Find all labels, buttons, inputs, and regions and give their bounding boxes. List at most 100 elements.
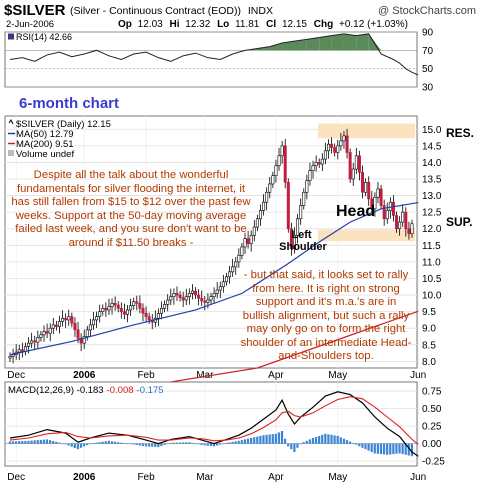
macd-histogram-bar: [89, 443, 92, 445]
price-tick-label: 8.5: [422, 340, 436, 351]
candle-body: [85, 329, 89, 337]
macd-signal-line: [9, 396, 419, 445]
legend-volume: Volume undef: [16, 149, 74, 160]
macd-histogram-bar: [14, 441, 18, 444]
macd-histogram-bar: [348, 441, 352, 444]
rsi-fill: [245, 33, 382, 51]
candle-body: [265, 191, 269, 203]
candle-body: [361, 172, 365, 193]
price-tick-label: 12.5: [422, 208, 442, 219]
macd-histogram-bar: [132, 443, 135, 445]
price-x-label: Jun: [410, 370, 426, 381]
macd-histogram-bar: [18, 441, 21, 444]
macd-tick-label: -0.25: [422, 457, 445, 468]
macd-histogram-bar: [151, 443, 154, 447]
macd-histogram-bar: [24, 440, 27, 444]
macd-histogram-bar: [355, 443, 358, 445]
candle-body: [404, 211, 408, 230]
macd-histogram-bar: [21, 441, 24, 444]
macd-histogram-bar: [271, 434, 274, 444]
macd-histogram-bar: [358, 443, 361, 447]
macd-histogram-bar: [30, 440, 33, 444]
macd-histogram-bar: [336, 435, 339, 444]
hi-label: Hi: [169, 19, 179, 30]
candle-body: [258, 210, 262, 220]
rsi-ticks: 90 70 50 30: [422, 28, 434, 94]
candle-body: [373, 196, 377, 210]
candle-body: [289, 228, 293, 249]
rsi-overbought-fill: [294, 39, 307, 51]
macd-legend: MACD(12,26,9) -0.183 -0.008 -0.175: [8, 385, 163, 396]
macd-x-label: Mar: [196, 472, 214, 483]
candle-body: [215, 289, 219, 294]
price-tick-label: 13.5: [422, 175, 442, 186]
candle-body: [311, 165, 315, 172]
rsi-overbought-fill: [269, 43, 283, 51]
annotation-left: Despite all the talk about the wonderful…: [11, 169, 251, 249]
macd-histogram-bar: [367, 443, 370, 451]
candle-body: [126, 309, 130, 315]
price-tick-label: 13.0: [422, 191, 442, 202]
macd-histogram-bar: [163, 443, 166, 445]
macd-histogram-bar: [311, 438, 315, 444]
candle-body: [262, 201, 266, 211]
lo-label: Lo: [217, 19, 229, 30]
macd-histogram-bar: [135, 443, 138, 445]
watermark: @ StockCharts.com: [378, 5, 476, 17]
legend-ma50: MA(50) 12.79: [16, 129, 74, 140]
macd-histogram-bar: [407, 443, 410, 456]
head-label: Head: [336, 203, 375, 220]
rsi-overbought-fill: [306, 37, 320, 51]
candle-body: [407, 228, 411, 235]
candle-body: [221, 281, 225, 288]
macd-line: [9, 391, 419, 457]
macd-tick-label: 0.50: [422, 404, 442, 415]
legend-volume-swatch: [8, 150, 14, 156]
candle-body: [184, 296, 188, 301]
macd-histogram-bar: [86, 443, 89, 445]
macd-histogram-bar: [401, 443, 404, 455]
macd-legend-macd: 0.183: [80, 385, 104, 396]
candle-body: [70, 316, 74, 324]
macd-histogram-bar: [324, 433, 327, 444]
price-tick-label: 11.0: [422, 257, 441, 268]
macd-histogram-bar: [197, 443, 200, 445]
candle-body: [113, 303, 117, 306]
macd-histogram-bar: [83, 443, 86, 447]
macd-histogram-bar: [76, 443, 80, 450]
rsi-tick-label: 70: [422, 46, 434, 57]
rsi-overbought-fill: [331, 33, 344, 51]
ohlc-readout: Op 12.03 Hi 12.32 Lo 11.81 Cl 12.15 Chg …: [118, 19, 408, 30]
macd-x-label: Jun: [410, 472, 426, 483]
candle-body: [317, 162, 321, 165]
candle-body: [333, 147, 337, 153]
candle-body: [67, 316, 71, 321]
price-tick-label: 8.0: [422, 357, 436, 368]
annotation-right: - but that said, it looks set to rally f…: [240, 269, 412, 362]
candle-body: [119, 308, 123, 312]
macd-histogram-bar: [376, 443, 379, 454]
macd-histogram-bar: [33, 440, 36, 444]
candle-body: [268, 183, 272, 193]
six-month-label: 6-month chart: [19, 95, 119, 112]
macd-histogram-bar: [290, 443, 293, 450]
left-shoulder-line1: Left: [291, 229, 312, 241]
candle-body: [135, 301, 139, 304]
candle-body: [27, 342, 31, 347]
op-value: 12.03: [138, 19, 163, 30]
macd-tick-label: 0.00: [422, 439, 442, 450]
candle-body: [141, 308, 145, 314]
candle-body: [169, 296, 173, 301]
candle-body: [166, 299, 170, 305]
price-x-labels: Dec 2006 Feb Mar Apr May Jun: [7, 370, 426, 381]
macd-histogram-bar: [45, 439, 49, 444]
macd-histogram-bar: [212, 443, 216, 447]
price-tick-label: 15.0: [422, 125, 442, 136]
candle-body: [178, 294, 182, 299]
candle-body: [45, 331, 49, 334]
rsi-tick-label: 90: [422, 28, 434, 39]
macd-histogram-bar: [98, 442, 101, 444]
macd-histogram-bar: [321, 434, 324, 444]
candle-body: [30, 340, 34, 344]
macd-histogram-bar: [49, 440, 52, 444]
